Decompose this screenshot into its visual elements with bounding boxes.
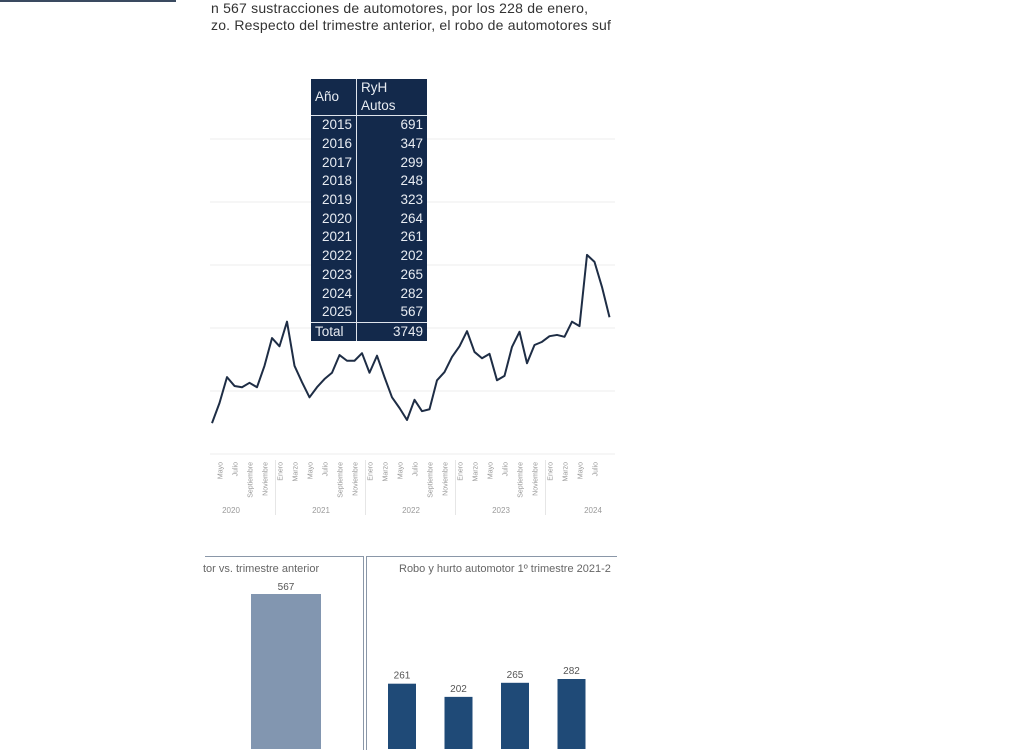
bar-data-label: 202 bbox=[450, 684, 467, 695]
value-cell: 282 bbox=[357, 284, 428, 303]
month-tick-label: Marzo bbox=[473, 462, 480, 482]
year-cell: 2024 bbox=[311, 284, 357, 303]
value-cell: 323 bbox=[357, 191, 428, 210]
year-cell: 2020 bbox=[311, 209, 357, 228]
month-tick-label: Enero bbox=[278, 462, 285, 481]
value-cell: 567 bbox=[357, 303, 428, 322]
value-cell: 299 bbox=[357, 153, 428, 172]
month-tick-label: Mayo bbox=[488, 462, 495, 479]
month-tick-label: Noviembre bbox=[353, 462, 360, 496]
month-tick-label: Julio bbox=[413, 462, 420, 477]
year-cell: 2025 bbox=[311, 303, 357, 322]
month-tick-label: Noviembre bbox=[443, 462, 450, 496]
bar-current-quarter bbox=[251, 594, 321, 749]
total-label: Total bbox=[311, 322, 357, 341]
bar-data-label: 567 bbox=[278, 582, 295, 593]
bar-first-quarter bbox=[558, 679, 586, 749]
value-cell: 261 bbox=[357, 228, 428, 247]
month-tick-label: Septiembre bbox=[338, 462, 345, 498]
month-tick-label: Julio bbox=[323, 462, 330, 477]
year-cell: 2016 bbox=[311, 135, 357, 154]
month-tick-label: Enero bbox=[548, 462, 555, 481]
bar-data-label: 265 bbox=[507, 670, 524, 681]
year-label: 2024 bbox=[584, 506, 602, 515]
value-cell: 265 bbox=[357, 266, 428, 285]
month-tick-label: Marzo bbox=[293, 462, 300, 482]
bar-data-label: 261 bbox=[394, 671, 411, 682]
month-tick-label: Enero bbox=[458, 462, 465, 481]
paragraph-line-2: zo. Respecto del trimestre anterior, el … bbox=[211, 17, 611, 33]
col-header-ryh-autos: RyH Autos bbox=[357, 79, 428, 116]
bar-first-quarter bbox=[501, 683, 529, 749]
year-cell: 2023 bbox=[311, 266, 357, 285]
year-cell: 2015 bbox=[311, 116, 357, 135]
value-cell: 264 bbox=[357, 209, 428, 228]
year-label: 2023 bbox=[492, 506, 510, 515]
paragraph-line-1: n 567 sustracciones de automotores, por … bbox=[211, 0, 611, 16]
bar-first-quarter bbox=[388, 684, 416, 749]
month-tick-label: Septiembre bbox=[518, 462, 525, 498]
month-tick-label: Mayo bbox=[398, 462, 405, 479]
year-label: 2021 bbox=[312, 506, 330, 515]
month-tick-label: Julio bbox=[593, 462, 600, 477]
year-cell: 2021 bbox=[311, 228, 357, 247]
month-tick-label: Julio bbox=[503, 462, 510, 477]
value-cell: 202 bbox=[357, 247, 428, 266]
bar-first-quarter bbox=[445, 697, 473, 749]
month-tick-label: Marzo bbox=[383, 462, 390, 482]
month-tick-label: Mayo bbox=[578, 462, 585, 479]
value-cell: 347 bbox=[357, 135, 428, 154]
bar-charts: 567 261 202 265 282 bbox=[205, 556, 615, 749]
month-tick-label: Septiembre bbox=[248, 462, 255, 498]
year-cell: 2017 bbox=[311, 153, 357, 172]
total-value: 3749 bbox=[357, 322, 428, 341]
year-label: 2020 bbox=[222, 506, 240, 515]
month-tick-label: Mayo bbox=[218, 462, 225, 479]
month-tick-label: Mayo bbox=[308, 462, 315, 479]
col-header-year: Año bbox=[311, 79, 357, 116]
month-tick-label: Enero bbox=[368, 462, 375, 481]
year-cell: 2018 bbox=[311, 172, 357, 191]
month-tick-label: Noviembre bbox=[533, 462, 540, 496]
header-rule bbox=[0, 0, 176, 2]
month-tick-label: Julio bbox=[233, 462, 240, 477]
month-tick-label: Septiembre bbox=[428, 462, 435, 498]
month-tick-label: Marzo bbox=[563, 462, 570, 482]
year-cell: 2019 bbox=[311, 191, 357, 210]
year-cell: 2022 bbox=[311, 247, 357, 266]
value-cell: 248 bbox=[357, 172, 428, 191]
value-cell: 691 bbox=[357, 116, 428, 135]
month-tick-label: Noviembre bbox=[263, 462, 270, 496]
year-label: 2022 bbox=[402, 506, 420, 515]
bar-data-label: 282 bbox=[563, 666, 580, 677]
